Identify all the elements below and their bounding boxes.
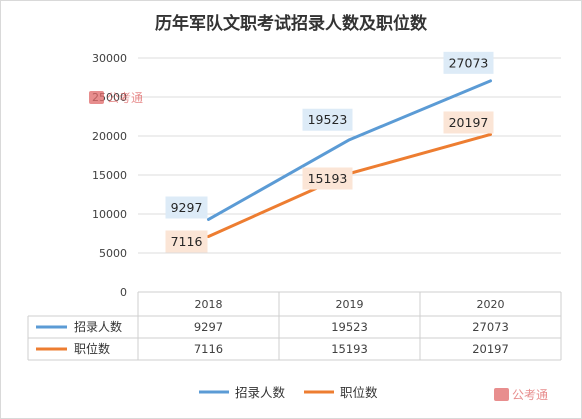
data-label-box — [443, 111, 494, 134]
table-series-name: 招录人数 — [74, 319, 122, 334]
watermark-text: 公考通 — [512, 388, 548, 402]
x-category-label: 2019 — [336, 298, 364, 311]
data-label-box — [443, 51, 494, 74]
watermark-logo: 公考通 — [89, 91, 143, 105]
y-tick-label: 0 — [120, 286, 127, 299]
gridlines — [138, 57, 561, 254]
y-tick-label: 15000 — [92, 169, 127, 182]
table-cell-value: 19523 — [331, 320, 368, 334]
data-label-box — [165, 196, 208, 219]
data-label: 15193 — [308, 171, 348, 186]
data-label-box — [302, 167, 353, 190]
data-label: 19523 — [308, 112, 348, 127]
data-label: 27073 — [449, 55, 489, 70]
legend: 招录人数 职位数 — [199, 385, 378, 400]
legend-label: 招录人数 — [235, 385, 286, 400]
y-tick-label: 30000 — [92, 52, 127, 65]
watermark-icon — [89, 91, 104, 104]
table-cell-value: 27073 — [472, 320, 509, 334]
y-tick-label: 20000 — [92, 130, 127, 143]
table-cell-value: 20197 — [472, 342, 509, 356]
table-series-name: 职位数 — [74, 341, 110, 356]
x-category-label: 2020 — [477, 298, 505, 311]
table-cell-value: 7116 — [194, 342, 223, 356]
data-label: 20197 — [449, 115, 489, 130]
data-label-box — [302, 108, 353, 131]
data-labels: 9297 19523 27073 7116 15193 20197 — [165, 51, 494, 253]
table-cell-value: 9297 — [194, 320, 223, 334]
data-table: 2018 2019 2020 招录人数 9297 19523 27073 职位数 7116 151… — [27, 291, 562, 361]
x-category-label: 2018 — [195, 298, 223, 311]
table-cell-value: 15193 — [331, 342, 368, 356]
watermark-icon — [494, 388, 509, 401]
data-label: 9297 — [171, 200, 203, 215]
y-tick-label: 5000 — [99, 247, 127, 260]
legend-label: 职位数 — [340, 385, 378, 400]
data-label: 7116 — [171, 234, 203, 249]
watermark-text: 公考通 — [107, 91, 143, 105]
y-tick-label: 10000 — [92, 208, 127, 221]
data-label-box — [165, 230, 208, 253]
series-lines — [207, 79, 492, 238]
series-line — [207, 79, 492, 221]
chart-title: 历年军队文职考试招录人数及职位数 — [155, 13, 428, 34]
watermark-logo: 公考通 — [494, 388, 548, 402]
